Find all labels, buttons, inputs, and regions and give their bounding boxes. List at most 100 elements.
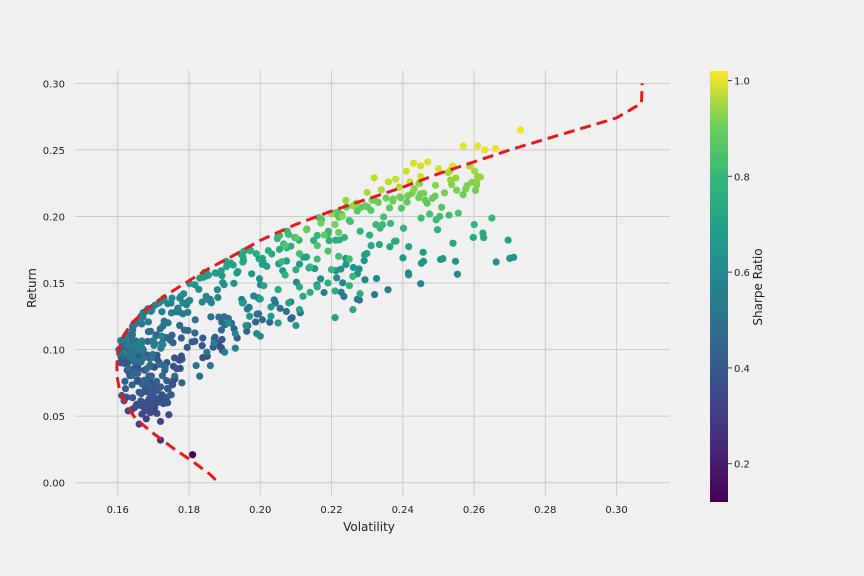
portfolio-cloud-point <box>357 203 365 211</box>
portfolio-cloud-point <box>355 296 364 304</box>
portfolio-point <box>224 319 232 327</box>
portfolio-cloud-point <box>320 288 328 297</box>
portfolio-cloud-point <box>342 260 350 269</box>
portfolio-cloud-point <box>449 239 457 247</box>
y-tick-label: 0.20 <box>43 212 65 223</box>
portfolio-cloud-point <box>147 372 156 380</box>
y-axis-label: Return <box>25 268 39 308</box>
portfolio-point <box>274 319 282 327</box>
colorbar-ticks: 0.2 0.4 0.6 0.8 1.0 <box>728 77 750 471</box>
portfolio-point <box>349 306 357 314</box>
portfolio-cloud-point <box>199 334 207 342</box>
portfolio-point <box>338 212 346 221</box>
portfolio-cloud-point <box>423 199 431 207</box>
portfolio-cloud-point <box>313 231 321 240</box>
portfolio-cloud-point <box>463 181 471 190</box>
portfolio-cloud-point <box>217 326 226 334</box>
portfolio-point <box>285 299 293 307</box>
portfolio-cloud-point <box>137 358 145 366</box>
portfolio-cloud-point <box>492 258 500 266</box>
portfolio-point <box>416 162 425 170</box>
portfolio-cloud-point <box>212 269 220 277</box>
portfolio-cloud-point <box>367 206 375 215</box>
portfolio-cloud-point <box>144 318 152 326</box>
portfolio-cloud-point <box>227 259 235 267</box>
portfolio-point <box>256 295 264 303</box>
portfolio-cloud-point <box>191 329 199 337</box>
portfolio-cloud-point <box>154 398 162 406</box>
portfolio-point <box>295 250 304 258</box>
portfolio-cloud-point <box>399 254 407 262</box>
portfolio-cloud-point <box>258 260 266 268</box>
portfolio-cloud-point <box>504 236 512 244</box>
portfolio-cloud-point <box>356 227 364 235</box>
portfolio-cloud-point <box>148 354 156 362</box>
portfolio-point <box>281 271 289 279</box>
portfolio-point <box>260 282 268 290</box>
portfolio-cloud-point <box>317 275 325 283</box>
portfolio-point <box>156 383 165 391</box>
portfolio-point <box>459 142 467 150</box>
portfolio-cloud-point <box>405 242 413 251</box>
portfolio-cloud-point <box>367 241 375 250</box>
portfolio-point <box>434 164 443 173</box>
portfolio-cloud-point <box>453 186 461 194</box>
portfolio-cloud-point <box>361 276 369 284</box>
y-tick-label: 0.10 <box>43 346 65 357</box>
portfolio-point <box>167 391 175 399</box>
x-axis-ticks: 0.16 0.18 0.20 0.22 0.24 0.26 0.28 0.30 <box>107 505 628 516</box>
portfolio-cloud-point <box>158 308 166 316</box>
portfolio-cloud-point <box>159 340 167 349</box>
portfolio-cloud-point <box>451 257 460 265</box>
portfolio-cloud-point <box>160 317 168 325</box>
x-tick-label: 0.16 <box>107 505 129 516</box>
portfolio-cloud-point <box>282 307 290 316</box>
portfolio-point <box>196 372 204 380</box>
portfolio-cloud-point <box>233 269 241 277</box>
portfolio-cloud-point <box>129 351 137 359</box>
portfolio-cloud-point <box>333 274 341 282</box>
portfolio-cloud-point <box>211 333 219 341</box>
portfolio-cloud-point <box>403 198 411 206</box>
portfolio-point <box>331 287 339 295</box>
portfolio-point <box>363 188 371 197</box>
portfolio-cloud-point <box>415 193 423 202</box>
portfolio-cloud-point <box>438 203 446 211</box>
portfolio-cloud-point <box>207 299 215 307</box>
portfolio-point <box>377 186 386 194</box>
portfolio-cloud-point <box>158 372 166 380</box>
portfolio-cloud-point <box>248 270 256 278</box>
portfolio-point <box>221 348 229 356</box>
portfolio-cloud-point <box>396 193 404 201</box>
portfolio-cloud-point <box>243 305 251 313</box>
portfolio-point <box>516 126 524 134</box>
portfolio-cloud-point <box>266 318 274 326</box>
x-axis-label: Volatility <box>343 520 395 534</box>
portfolio-cloud-point <box>392 237 400 245</box>
portfolio-cloud-point <box>419 257 428 265</box>
portfolio-point <box>231 344 239 352</box>
portfolio-cloud-point <box>440 189 449 197</box>
portfolio-point <box>424 158 432 166</box>
portfolio-point <box>171 372 179 380</box>
portfolio-point <box>149 392 157 400</box>
portfolio-cloud-point <box>138 410 146 418</box>
portfolio-cloud-point <box>436 212 444 220</box>
portfolio-point <box>295 306 304 314</box>
colorbar-tick-label: 0.2 <box>734 460 750 471</box>
portfolio-cloud-point <box>404 271 413 279</box>
portfolio-cloud-point <box>163 384 171 392</box>
portfolio-point <box>253 329 261 338</box>
portfolio-point <box>192 361 200 370</box>
portfolio-point <box>306 263 314 271</box>
portfolio-cloud-point <box>426 210 434 218</box>
portfolio-point <box>206 361 214 370</box>
portfolio-cloud-point <box>191 316 199 324</box>
portfolio-point <box>342 196 350 205</box>
portfolio-cloud-point <box>135 347 143 355</box>
portfolio-cloud-point <box>174 304 182 312</box>
portfolio-cloud-point <box>310 236 318 245</box>
portfolio-cloud-point <box>177 352 186 360</box>
portfolio-point <box>292 322 300 330</box>
